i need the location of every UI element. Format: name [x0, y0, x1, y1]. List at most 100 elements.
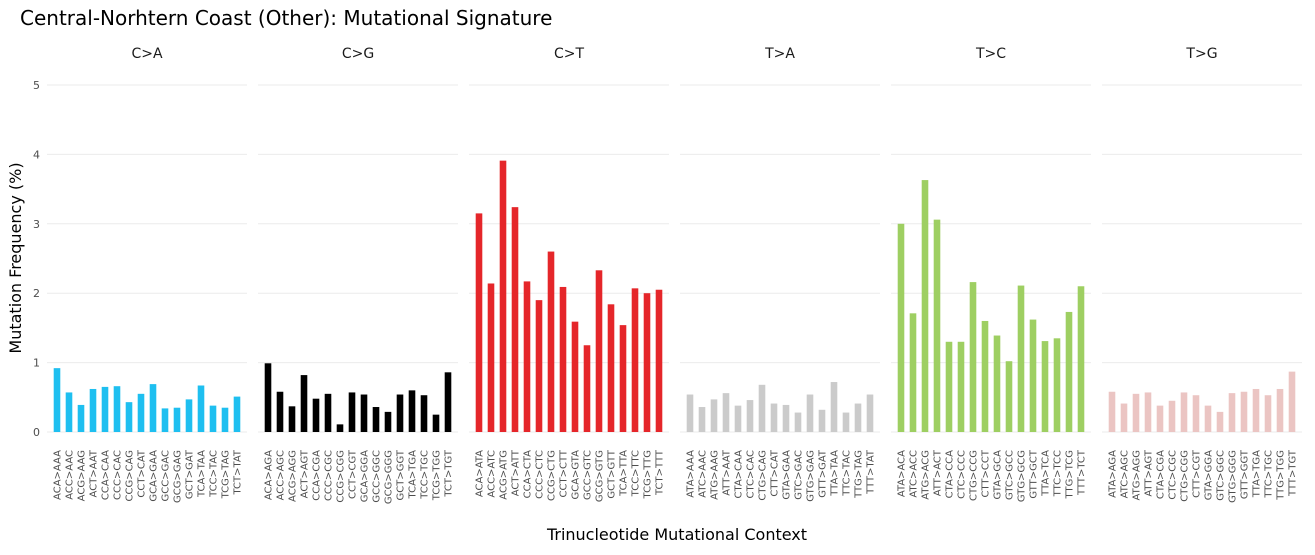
bar [830, 382, 838, 432]
bar [547, 251, 555, 432]
bar [619, 325, 627, 432]
bar [1108, 391, 1116, 432]
x-tick-label: ACG>ATG [499, 450, 510, 500]
x-tick-label: ATC>AGC [1120, 450, 1131, 498]
x-tick-label: GCA>GAA [149, 450, 160, 502]
bar [993, 335, 1001, 432]
bar [77, 404, 85, 432]
facet-strip-label: C>G [342, 46, 374, 62]
x-tick-label: CTA>CAA [734, 450, 745, 499]
x-tick-label: ATA>AAA [686, 450, 697, 498]
x-tick-label: ACT>ATT [511, 449, 522, 496]
facet-strip-label: T>C [975, 46, 1006, 62]
y-tick-label: 3 [33, 218, 40, 231]
bar [420, 395, 428, 432]
y-axis-label: Mutation Frequency (%) [6, 162, 25, 353]
bar [734, 405, 742, 432]
x-tick-label: TCA>TGA [408, 450, 419, 500]
bar [818, 409, 826, 432]
x-tick-label: GCC>GAC [161, 450, 172, 502]
x-tick-label: TTC>TAC [842, 450, 853, 497]
bar [1276, 388, 1284, 432]
bar [571, 321, 579, 432]
bar [360, 394, 368, 432]
x-tick-label: TTT>TAT [866, 449, 877, 495]
bar [209, 405, 217, 432]
bar [969, 282, 977, 432]
x-tick-label: TCA>TAA [197, 450, 208, 498]
bar [643, 293, 651, 432]
bar [1144, 392, 1152, 432]
bar [583, 345, 591, 432]
x-tick-label: CTC>CAC [746, 450, 757, 499]
x-tick-label: CTG>CCG [969, 450, 980, 501]
x-tick-label: GCA>GGA [360, 450, 371, 502]
x-tick-label: CTT>CGT [1192, 449, 1203, 498]
bar [1077, 286, 1085, 432]
x-tick-label: TCA>TTA [619, 450, 630, 497]
bar [487, 283, 495, 432]
x-tick-label: CCA>CAA [101, 450, 112, 500]
x-tick-label: ACT>AAT [89, 449, 100, 497]
bar [1120, 403, 1128, 432]
x-tick-label: TCG>TTG [643, 450, 654, 499]
x-tick-label: CCT>CAT [137, 449, 148, 497]
bar [324, 393, 332, 432]
bar [1005, 361, 1013, 432]
x-tick-label: TCG>TAG [221, 450, 232, 499]
bar [698, 407, 706, 432]
bar [746, 400, 754, 432]
x-tick-label: GCG>GGG [384, 450, 395, 504]
x-tick-label: CTA>CCA [945, 450, 956, 498]
bar [1053, 338, 1061, 432]
x-tick-label: GCG>GAG [173, 450, 184, 503]
bar [1029, 319, 1037, 432]
bar [185, 399, 193, 432]
bar [499, 160, 507, 432]
x-tick-label: GTT>GGT [1240, 449, 1251, 499]
x-tick-label: ACG>AGG [288, 450, 299, 502]
x-tick-label: GTA>GGA [1204, 450, 1215, 500]
bar [1168, 400, 1176, 432]
x-tick-label: TCT>TGT [444, 449, 455, 497]
bar [1017, 285, 1025, 432]
bar [758, 384, 766, 432]
bar [336, 424, 344, 432]
x-tick-label: GTG>GGG [1228, 450, 1239, 503]
facet-strip-label: T>G [1185, 46, 1217, 62]
y-axis-ticks: 0 1 2 3 4 5 [33, 79, 40, 439]
y-tick-label: 2 [33, 287, 40, 300]
x-tick-label: GTT>GCT [1029, 449, 1040, 499]
x-tick-label: TTA>TCA [1041, 450, 1052, 497]
bar [408, 390, 416, 432]
x-tick-label: CCG>CGG [336, 450, 347, 503]
y-tick-label: 5 [33, 79, 40, 92]
bar [933, 219, 941, 432]
bar [770, 403, 778, 432]
bar [1204, 405, 1212, 432]
bar [1132, 393, 1140, 432]
bar [535, 300, 543, 432]
x-tick-label: ATT>AAT [722, 449, 733, 496]
bar [631, 288, 639, 432]
bar [396, 394, 404, 432]
bar [981, 320, 989, 432]
x-tick-label: CTC>CCC [957, 450, 968, 499]
x-tick-label: ACT>AGT [300, 449, 311, 498]
x-tick-label: ATA>ACA [897, 450, 908, 497]
x-tick-label: CTT>CAT [770, 449, 781, 496]
bar [1180, 392, 1188, 432]
bar [782, 404, 790, 432]
x-tick-label: GCC>GGC [372, 450, 383, 503]
y-tick-label: 4 [33, 148, 40, 161]
x-tick-label: CTG>CAG [758, 450, 769, 501]
x-axis-label: Trinucleotide Mutational Context [546, 525, 807, 544]
x-tick-label: CCA>CTA [523, 450, 534, 498]
x-tick-label: GTT>GAT [818, 449, 829, 498]
x-tick-label: TTA>TAA [830, 450, 841, 497]
bar [53, 368, 61, 432]
x-tick-label: ACA>AAA [53, 450, 64, 500]
